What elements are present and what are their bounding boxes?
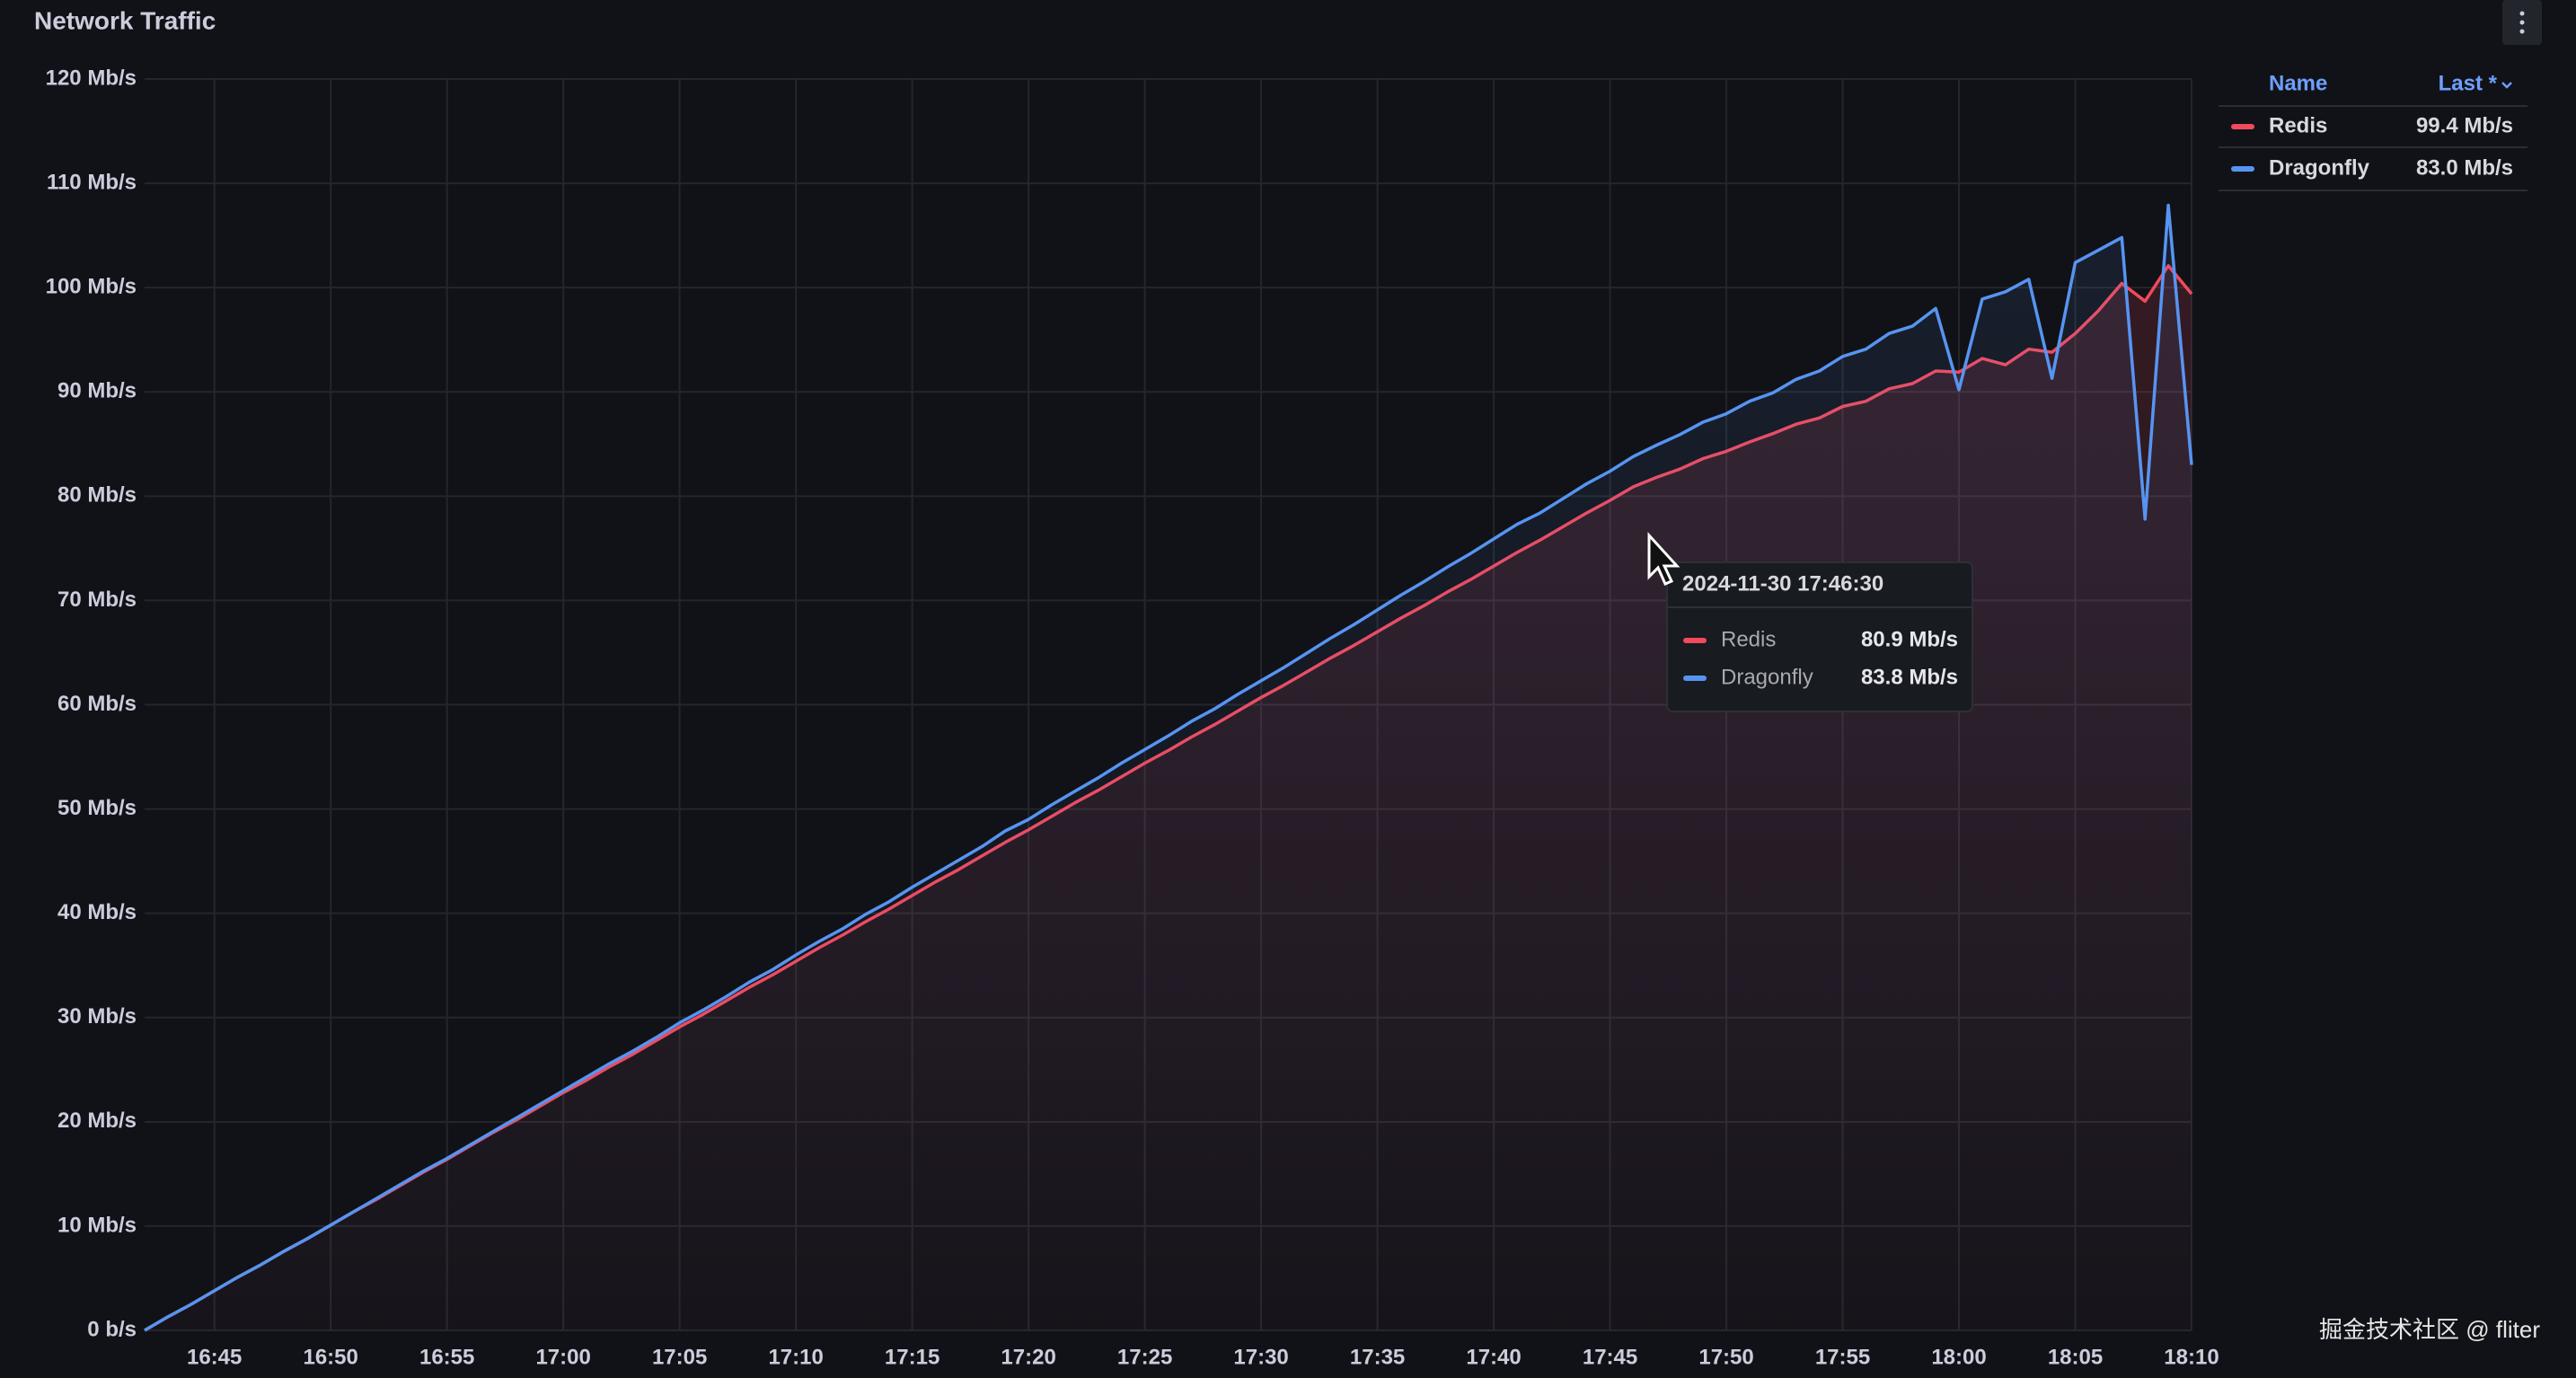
tooltip-value: 83.8 Mb/s (1861, 665, 1958, 689)
mouse-cursor (1647, 532, 1681, 586)
watermark: 掘金技术社区 @ fliter (2319, 1316, 2540, 1343)
y-tick-label: 40 Mb/s (57, 900, 137, 924)
tooltip: 2024-11-30 17:46:30 Redis 80.9 Mb/s Dragon… (1666, 561, 1973, 712)
y-tick-label: 80 Mb/s (57, 483, 137, 508)
legend-value: 99.4 Mb/s (2416, 113, 2513, 137)
x-tick-label: 17:00 (535, 1345, 590, 1369)
tooltip-name: Redis (1721, 627, 1776, 651)
y-tick-label: 0 b/s (87, 1317, 137, 1341)
x-tick-label: 17:25 (1117, 1345, 1172, 1369)
legend-header-last[interactable]: Last * (2439, 71, 2498, 95)
legend-header-name[interactable]: Name (2269, 71, 2327, 95)
sort-icon[interactable] (2501, 82, 2512, 89)
x-tick-label: 17:10 (768, 1345, 823, 1369)
x-tick-label: 17:40 (1466, 1345, 1521, 1369)
panel-menu[interactable] (2502, 0, 2542, 45)
y-tick-label: 110 Mb/s (47, 170, 137, 194)
tooltip-time: 2024-11-30 17:46:30 (1682, 571, 1883, 596)
legend-value: 83.0 Mb/s (2416, 155, 2513, 180)
y-tick-label: 70 Mb/s (57, 587, 137, 612)
x-tick-label: 17:15 (885, 1345, 940, 1369)
legend-name: Dragonfly (2269, 155, 2370, 180)
axes: 0 b/s 10 Mb/s 20 Mb/s 30 Mb/s 40 Mb/s 50 Mb/s… (46, 66, 2219, 1369)
x-tick-label: 17:55 (1815, 1345, 1870, 1369)
tooltip-value: 80.9 Mb/s (1861, 627, 1958, 651)
menu-dot (2519, 29, 2525, 34)
y-tick-label: 50 Mb/s (57, 796, 137, 820)
y-tick-label: 60 Mb/s (57, 692, 137, 716)
tooltip-name: Dragonfly (1721, 665, 1813, 689)
y-tick-label: 30 Mb/s (57, 1004, 137, 1029)
legend-swatch (2231, 166, 2254, 172)
tooltip-swatch (1683, 676, 1707, 681)
x-tick-label: 16:45 (187, 1345, 242, 1369)
menu-dot (2519, 11, 2525, 16)
x-tick-label: 18:05 (2048, 1345, 2103, 1369)
panel-title: Network Traffic (34, 6, 216, 34)
legend-swatch (2231, 124, 2254, 129)
series-area (145, 205, 2192, 1330)
y-tick-label: 20 Mb/s (57, 1109, 137, 1133)
x-tick-label: 18:10 (2164, 1345, 2219, 1369)
legend-name: Redis (2269, 113, 2327, 137)
x-tick-label: 17:05 (652, 1345, 707, 1369)
x-tick-label: 18:00 (1931, 1345, 1986, 1369)
x-tick-label: 17:30 (1233, 1345, 1288, 1369)
tooltip-swatch (1683, 638, 1707, 643)
x-tick-label: 17:35 (1350, 1345, 1405, 1369)
y-tick-label: 100 Mb/s (46, 275, 137, 299)
x-tick-label: 16:55 (419, 1345, 474, 1369)
x-tick-label: 17:45 (1583, 1345, 1637, 1369)
x-tick-label: 16:50 (303, 1345, 357, 1369)
plot-area (144, 203, 2193, 1332)
menu-dot (2519, 20, 2525, 25)
y-tick-label: 90 Mb/s (57, 379, 137, 403)
x-tick-label: 17:50 (1698, 1345, 1753, 1369)
y-tick-label: 120 Mb/s (46, 66, 137, 90)
tooltip-box (1666, 561, 1973, 712)
x-tick-label: 17:20 (1001, 1345, 1055, 1369)
y-tick-label: 10 Mb/s (57, 1213, 137, 1237)
legend: Name Last * Redis 99.4 Mb/s Dragonfly 83.0 … (2219, 71, 2527, 191)
series-line (144, 203, 2193, 1332)
